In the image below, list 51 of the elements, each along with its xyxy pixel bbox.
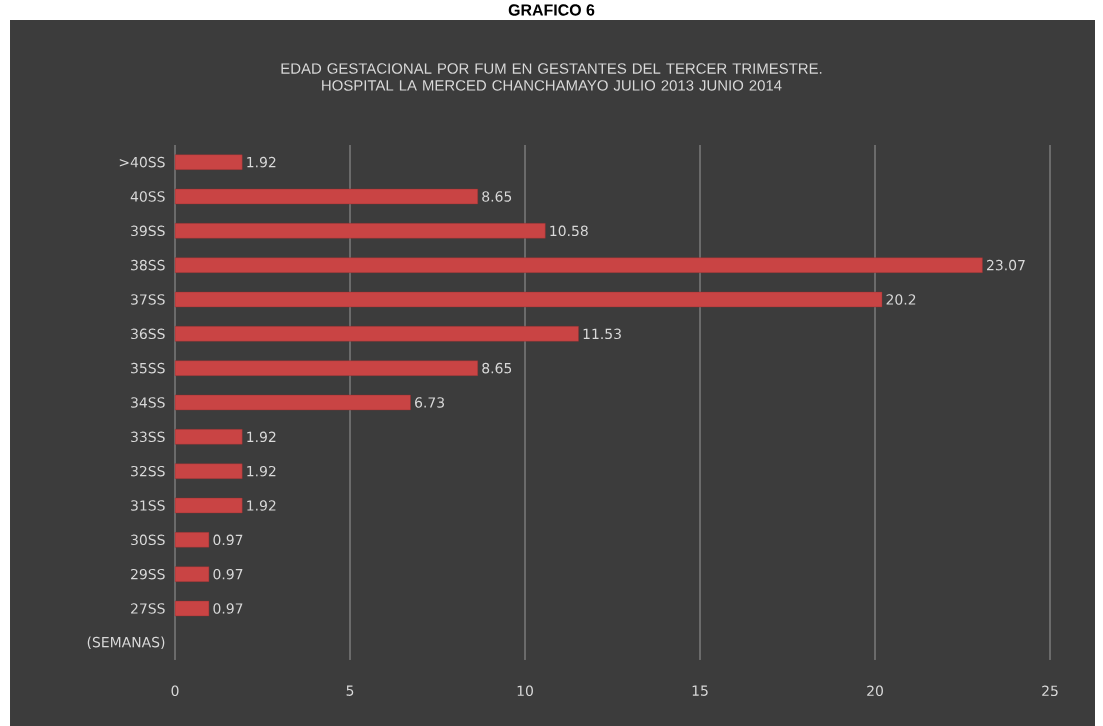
y-tick-label: 27SS [131, 603, 165, 614]
y-tick-label: 29SS [131, 568, 165, 580]
bar [174, 600, 210, 617]
y-tick-label: 33SS [131, 431, 165, 443]
bar [174, 463, 243, 479]
data-label: 1.92 [247, 465, 276, 477]
bar [174, 154, 243, 170]
x-tick-label: 10 [517, 685, 533, 697]
data-label: 1.92 [247, 431, 276, 443]
bar [174, 291, 883, 308]
chart-title: EDAD GESTACIONAL POR FUM EN GESTANTES DEL TERCER TRIMESTRE. HOSPITAL LA MERCED CHANCHAMAYO JULIO 2013 JUNIO 2014 [281, 63, 822, 91]
y-tick-label: 31SS [131, 500, 165, 511]
bar [174, 394, 411, 411]
data-label: 0.97 [213, 568, 243, 580]
x-tick-label: 25 [1042, 685, 1058, 697]
data-label: 0.97 [213, 603, 243, 614]
y-tick-label: 32SS [131, 465, 165, 477]
y-tick-label: 34SS [131, 397, 165, 408]
bar [174, 223, 546, 239]
x-tick-label: 15 [692, 685, 708, 696]
y-tick-label: (SEMANAS) [87, 636, 165, 650]
y-tick-label: 38SS [131, 259, 165, 271]
data-label: 0.97 [213, 534, 243, 546]
bar [174, 188, 478, 205]
y-tick-label: 30SS [131, 534, 165, 546]
bar [174, 566, 210, 582]
bar [174, 326, 579, 342]
data-label: 23.07 [987, 259, 1025, 271]
text: GRAFICO 6 [508, 4, 595, 16]
x-tick-label: 5 [346, 685, 354, 696]
data-label: 1.92 [247, 156, 276, 168]
data-label: 20.2 [886, 294, 916, 305]
y-tick-label: 35SS [131, 362, 165, 374]
y-tick-label: 36SS [131, 328, 165, 340]
bar [174, 497, 243, 514]
y-tick-label: >40SS [119, 156, 165, 168]
bar [174, 532, 210, 548]
x-tick-label: 20 [867, 685, 883, 697]
data-label: 8.65 [482, 362, 512, 374]
data-label: 11.53 [583, 328, 621, 340]
bar [174, 360, 478, 376]
data-label: 10.58 [550, 225, 588, 237]
y-tick-label: 37SS [131, 294, 165, 305]
bar [174, 257, 983, 273]
data-label: 8.65 [482, 191, 512, 202]
data-label: 6.73 [415, 397, 445, 408]
y-tick-label: 39SS [131, 225, 165, 237]
data-label: 1.92 [247, 500, 276, 511]
x-tick-label: 0 [171, 685, 179, 697]
bar [174, 429, 243, 445]
y-tick-label: 40SS [130, 191, 165, 202]
